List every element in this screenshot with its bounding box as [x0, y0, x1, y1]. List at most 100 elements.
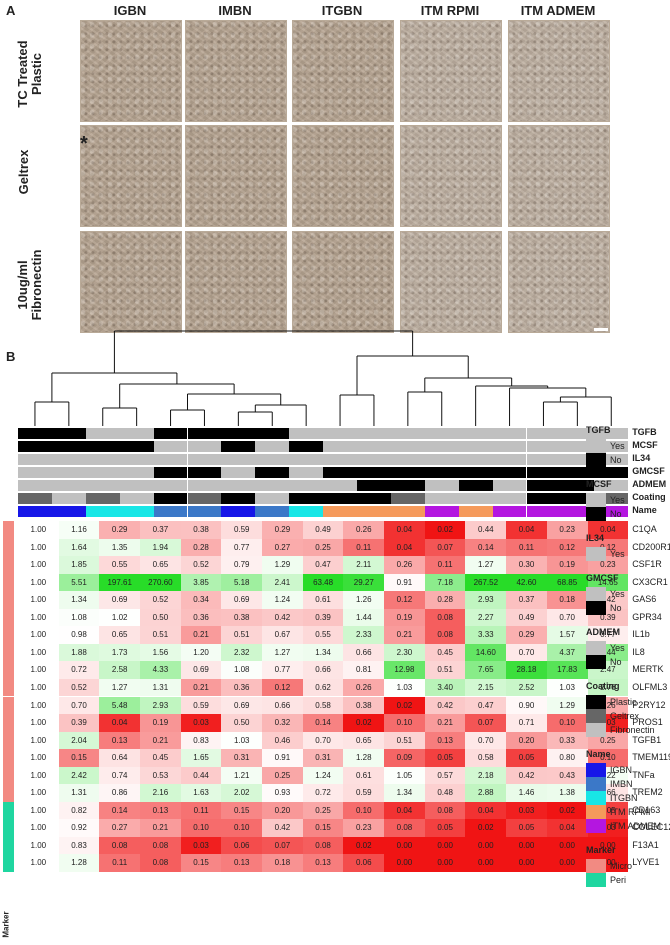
legend-swatch [586, 763, 606, 777]
annotation-row-label: GMCSF [632, 466, 665, 476]
heatmap-cell: 1.38 [546, 784, 588, 802]
gene-label: GAS6 [632, 594, 657, 605]
heatmap-cell: 0.05 [424, 749, 466, 767]
legend-swatch [586, 547, 606, 561]
annotation-cell [153, 480, 188, 491]
heatmap-cell: 1.00 [18, 626, 59, 644]
heatmap-cell: 0.83 [180, 731, 222, 750]
marker-bar-cell [3, 608, 14, 627]
annotation-row-label: MCSF [632, 440, 658, 450]
scale-bar-label: 100 µm [595, 332, 606, 336]
heatmap-cell: 1.00 [18, 714, 59, 732]
annotation-cell [594, 467, 629, 478]
annotation-cell [51, 480, 86, 491]
gene-label: C1QA [632, 524, 657, 534]
heatmap-cell: 0.18 [262, 854, 303, 872]
heatmap-cell: 1.34 [384, 784, 425, 802]
legend-label: ITM RPMI [610, 807, 651, 817]
marker-bar-cell [3, 784, 14, 802]
heatmap-cell: 0.37 [506, 591, 547, 609]
heatmap-cell: 0.81 [343, 661, 385, 679]
legend-label: Geltrex [610, 711, 640, 721]
heatmap-cell: 5.48 [99, 696, 141, 715]
heatmap-cell: 1.27 [262, 643, 303, 662]
annotation-cell [119, 441, 154, 452]
annotation-cell [424, 493, 459, 504]
marker-bar-label: Marker [1, 911, 11, 938]
heatmap-cell: 0.04 [587, 521, 629, 539]
heatmap-cell: 1.00 [18, 591, 59, 609]
gene-label: TMEM119 [632, 752, 670, 763]
heatmap-cell: 14.60 [465, 643, 507, 662]
heatmap-cell: 0.77 [262, 661, 303, 679]
heatmap-cell: 2.27 [465, 608, 507, 627]
heatmap-cell: 0.66 [302, 661, 344, 679]
heatmap-cell: 0.20 [506, 731, 547, 750]
legend-swatch [586, 453, 606, 467]
heatmap-cell: 0.13 [99, 731, 141, 750]
heatmap-cell: 1.16 [58, 521, 100, 539]
heatmap-cell: 0.13 [424, 731, 466, 750]
scale-bar [594, 328, 608, 331]
heatmap-cell: 68.85 [546, 573, 588, 592]
heatmap-cell: 267.52 [465, 573, 507, 592]
heatmap-cell: 1.57 [546, 626, 588, 644]
legend-label: Plastic [610, 697, 637, 707]
heatmap-cell: 0.08 [384, 819, 425, 837]
heatmap-cell: 270.60 [140, 573, 181, 592]
heatmap-cell: 1.27 [99, 678, 141, 697]
marker-bar-cell [3, 696, 14, 715]
micrograph-r2-c2 [292, 231, 394, 333]
annotation-cell [594, 441, 629, 452]
heatmap-cell: 1.65 [180, 749, 222, 767]
annotation-row-label: TGFB [632, 427, 657, 437]
heatmap-cell: 0.74 [99, 766, 141, 785]
heatmap-cell: 0.00 [587, 836, 629, 855]
heatmap-cell: 12.98 [384, 661, 425, 679]
heatmap-cell: 0.11 [506, 538, 547, 557]
heatmap-cell: 5.18 [221, 573, 263, 592]
annotation-cell [221, 480, 256, 491]
legend-title: MCSF [586, 479, 612, 489]
heatmap-cell: 0.02 [343, 836, 385, 855]
column-dendrogram [34, 330, 612, 426]
heatmap-cell: 2.93 [465, 591, 507, 609]
annotation-cell [526, 441, 561, 452]
heatmap-cell: 0.53 [140, 766, 181, 785]
heatmap-cell: 0.02 [546, 801, 588, 820]
heatmap-cell: 0.42 [262, 819, 303, 837]
legend-label: Yes [610, 589, 625, 599]
heatmap-cell: 7.65 [465, 661, 507, 679]
legend-label: IMBN [610, 779, 633, 789]
heatmap-cell: 1.00 [18, 749, 59, 767]
heatmap-cell: 0.10 [546, 714, 588, 732]
legend-label: No [610, 603, 622, 613]
heatmap-cell: 2.52 [506, 678, 547, 697]
heatmap-cell: 2.04 [58, 731, 100, 750]
annotation-cell [18, 493, 52, 504]
heatmap-cell: 0.00 [384, 854, 425, 872]
heatmap-cell: 0.55 [302, 626, 344, 644]
heatmap-cell: 1.00 [18, 836, 59, 855]
annotation-cell [119, 428, 154, 439]
heatmap-cell: 0.08 [302, 836, 344, 855]
heatmap-cell: 0.02 [465, 819, 507, 837]
heatmap-cell: 1.00 [18, 521, 59, 539]
legend-swatch [586, 493, 606, 507]
marker-bar-cell [3, 521, 14, 539]
heatmap-cell: 0.23 [546, 521, 588, 539]
heatmap-cell: 63.48 [302, 573, 344, 592]
marker-bar-cell [3, 836, 14, 855]
annotation-cell [526, 467, 561, 478]
heatmap-cell: 0.04 [384, 521, 425, 539]
heatmap-cell: 0.45 [140, 749, 181, 767]
heatmap-cell: 1.56 [140, 643, 181, 662]
heatmap-cell: 0.66 [262, 696, 303, 715]
legend-title: Marker [586, 845, 616, 855]
heatmap-cell: 0.59 [180, 696, 222, 715]
annotation-cell [255, 428, 290, 439]
annotation-cell [153, 454, 188, 465]
heatmap-cell: 0.46 [262, 731, 303, 750]
annotation-cell [390, 506, 425, 517]
annotation-cell [526, 428, 561, 439]
